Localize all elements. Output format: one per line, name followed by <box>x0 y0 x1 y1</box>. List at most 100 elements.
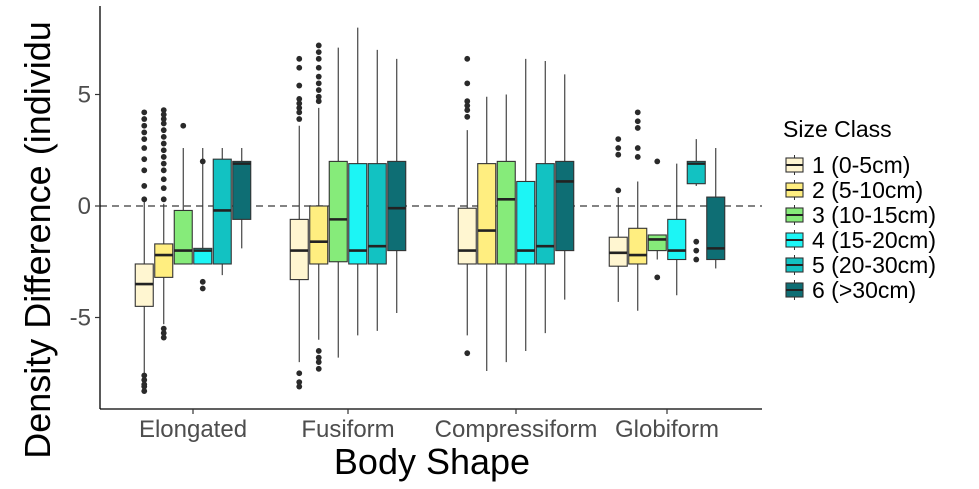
axes: -5 0 5 Elongated Fusiform Compressiform Globif… <box>70 6 762 443</box>
outlier-point <box>315 64 322 71</box>
outlier-point <box>634 118 641 125</box>
y-tick-label: 5 <box>78 82 91 109</box>
box-2-elongated <box>154 107 174 341</box>
outlier-point <box>693 247 700 254</box>
box-3-globiform <box>647 158 667 281</box>
outlier-point <box>296 116 303 122</box>
box-4-globiform <box>667 163 687 296</box>
box-5-compressiform <box>535 61 555 334</box>
outlier-point <box>141 129 148 136</box>
legend: Size Class 1 (0-5cm)2 (5-10cm)3 (10-15cm… <box>783 116 936 303</box>
box-5-elongated <box>212 148 232 276</box>
y-tick-label: -5 <box>70 305 91 332</box>
box-body <box>309 205 329 265</box>
box-body <box>496 160 516 265</box>
box-body <box>348 163 368 265</box>
outlier-point <box>180 122 187 129</box>
plot-area <box>100 27 762 394</box>
x-tick-label: Globiform <box>615 416 719 443</box>
legend-label: 4 (15-20cm) <box>812 227 936 253</box>
box-body <box>686 160 706 185</box>
legend-label: 6 (>30cm) <box>812 277 916 303</box>
box-body <box>706 196 726 261</box>
box-body <box>367 163 387 265</box>
outlier-point <box>296 82 303 89</box>
outlier-point <box>141 377 148 383</box>
box-body <box>387 160 407 252</box>
box-body <box>555 160 575 252</box>
outlier-point <box>315 98 322 105</box>
outlier-point <box>693 256 700 263</box>
outlier-point <box>296 109 303 116</box>
box-body <box>154 243 174 278</box>
outlier-point <box>296 96 303 102</box>
outlier-point <box>615 145 622 151</box>
box-body <box>328 160 348 263</box>
box-4-fusiform <box>348 27 368 336</box>
box-3-fusiform <box>328 47 348 358</box>
outlier-point <box>296 104 303 111</box>
outlier-point <box>296 383 303 390</box>
outlier-point <box>315 365 322 372</box>
box-6-fusiform <box>387 58 407 314</box>
box-body <box>647 234 667 252</box>
box-2-compressiform <box>477 96 497 372</box>
outlier-point <box>160 167 167 174</box>
outlier-point <box>315 42 322 49</box>
box-body <box>516 180 536 265</box>
outlier-point <box>654 274 661 281</box>
outlier-point <box>464 98 471 105</box>
outlier-point <box>141 116 148 122</box>
outlier-point <box>199 278 206 285</box>
outlier-point <box>160 334 167 341</box>
outlier-point <box>315 80 322 87</box>
outlier-point <box>296 55 303 62</box>
legend-label: 2 (5-10cm) <box>812 177 923 203</box>
outlier-point <box>160 111 167 118</box>
box-body <box>667 218 687 261</box>
outlier-point <box>464 350 471 357</box>
outlier-point <box>315 359 322 365</box>
legend-item: 4 (15-20cm) <box>785 227 936 253</box>
x-tick-label: Fusiform <box>301 416 394 443</box>
outlier-point <box>315 73 322 80</box>
outlier-point <box>160 185 167 192</box>
outlier-point <box>141 136 148 143</box>
box-6-compressiform <box>555 74 575 300</box>
outlier-point <box>141 167 148 174</box>
legend-item: 6 (>30cm) <box>785 277 916 303</box>
legend-item: 1 (0-5cm) <box>785 152 910 178</box>
box-5-fusiform <box>367 49 387 331</box>
box-1-compressiform <box>457 55 477 357</box>
outlier-point <box>634 154 641 160</box>
box-body <box>232 160 252 220</box>
outlier-point <box>296 64 303 71</box>
legend-label: 5 (20-30cm) <box>812 252 936 278</box>
outlier-point <box>315 348 322 354</box>
outlier-point <box>160 107 167 114</box>
outlier-point <box>315 87 322 93</box>
outlier-point <box>160 160 167 167</box>
outlier-point <box>199 285 206 292</box>
box-2-fusiform <box>309 42 329 372</box>
outlier-point <box>615 151 622 158</box>
outlier-point <box>160 196 167 203</box>
outlier-point <box>464 102 471 109</box>
outlier-point <box>464 107 471 114</box>
box-3-elongated <box>173 122 193 265</box>
box-3-compressiform <box>496 94 516 363</box>
x-tick-label: Elongated <box>139 416 247 443</box>
outlier-point <box>141 372 148 379</box>
box-2-globiform <box>628 109 648 311</box>
legend-item: 3 (10-15cm) <box>785 202 936 228</box>
y-axis-title: Density Difference (individu <box>17 21 58 459</box>
outlier-point <box>315 49 322 56</box>
outlier-point <box>160 154 167 160</box>
outlier-point <box>141 109 148 116</box>
box-4-elongated <box>193 148 213 292</box>
outlier-point <box>141 388 148 394</box>
outlier-point <box>634 125 641 131</box>
outlier-point <box>634 145 641 151</box>
